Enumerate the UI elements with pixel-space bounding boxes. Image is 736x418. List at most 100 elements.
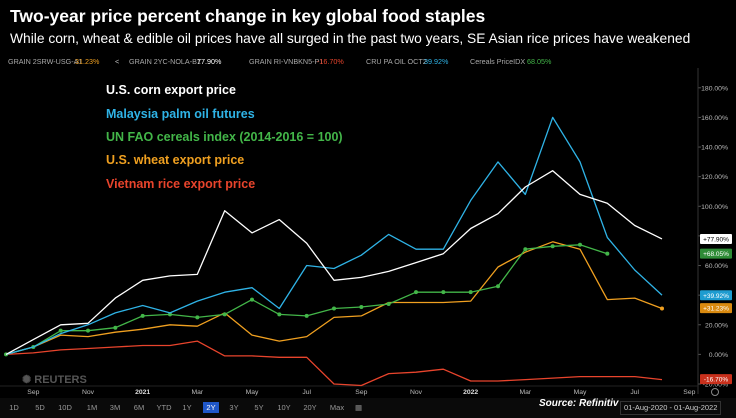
period-button-3y[interactable]: 3Y [229,403,239,412]
end-label-corn: +77.90% [703,237,729,244]
x-tick-label: Jul [302,389,311,396]
settings-icon[interactable] [711,388,719,396]
end-label-rice: -16.70% [704,377,728,384]
end-label-tag-wheat [700,303,732,314]
ticker-value: 68.05% [527,57,552,66]
period-button-10d[interactable]: 10D [58,403,72,412]
end-label-tag-rice [700,374,732,385]
ticker-label[interactable]: GRAIN 2SRW-USG-A1 [8,57,83,66]
x-tick-label: 2021 [135,389,150,396]
end-label-tag-cereals [700,248,732,259]
x-tick-label: Mar [519,389,531,396]
legend-corn: U.S. corn export price [106,83,236,97]
x-tick-label: 2022 [463,389,478,396]
data-point-cereals [168,312,172,317]
data-point-cereals [550,244,555,249]
period-nav: 1D 5D 10D 1M 3M 6M YTD 1Y 2Y 3Y 5Y 10Y 20Y Max ▦ 01-A… [0,398,736,418]
x-tick-label: Nov [82,389,95,396]
series-line-rice [5,340,663,387]
ticker-value: -16.70% [317,57,344,66]
legend-rice: Vietnam rice export price [106,177,255,191]
data-point-cereals [578,242,582,247]
data-point-cereals [113,325,118,330]
y-tick-label: 60.00% [705,263,728,270]
x-tick-label: Sep [27,389,39,396]
data-point-cereals [414,290,418,295]
calendar-icon[interactable]: ▦ [354,403,363,412]
data-point-cereals [332,306,336,311]
chart-lines [4,116,664,387]
data-point-cereals [58,328,63,333]
period-button-10y[interactable]: 10Y [277,403,291,412]
period-button-5y[interactable]: 5Y [254,403,264,412]
data-point-wheat [660,306,664,311]
end-label-cereals: +68.05% [703,251,729,258]
period-button-1d[interactable]: 1D [9,403,19,412]
x-tick-label: May [246,389,259,396]
period-button-5d[interactable]: 5D [35,403,45,412]
series-rice [5,340,663,387]
chart-subtitle: While corn, wheat & edible oil prices ha… [10,31,691,46]
data-point-cereals [523,247,528,252]
y-tick-label: 180.00% [701,85,728,92]
period-button-20y[interactable]: 20Y [303,403,317,412]
date-range[interactable]: 01-Aug-2020 - 01-Aug-2022 [620,401,722,415]
data-point-cereals [605,251,610,256]
y-tick-label: 160.00% [701,115,728,122]
x-tick-label: Mar [191,389,203,396]
y-tick-label: 140.00% [701,145,728,152]
ticker-label[interactable]: GRAIN RI-VNBKN5-P1 [249,57,324,66]
period-button-1y[interactable]: 1Y [182,403,192,412]
period-button-1m[interactable]: 1M [86,403,98,412]
ticker-label[interactable]: GRAIN 2YC-NOLA-B1 [129,57,201,66]
y-tick-label: 20.00% [705,322,728,329]
ticker-value: 77.90% [197,57,222,66]
end-label-tag-palm [700,290,732,301]
x-tick-label: May [574,389,587,396]
ticker-bar: GRAIN 2SRW-USG-A1 31.23% < GRAIN 2YC-NOL… [0,54,736,68]
y-axis: -20.00%0.00%20.00%40.00%60.00%80.00%100.… [697,68,728,394]
y-tick-label: 120.00% [701,174,728,181]
series-wheat [5,241,664,356]
reuters-logo-icon: ✺ [22,374,34,386]
x-axis: Sep Nov 2021 Mar May Jul Sep Nov 2022 Mar May Jul Se… [0,385,698,396]
x-tick-label: Sep [355,389,367,396]
series-line-wheat [5,241,663,356]
period-button-6m[interactable]: 6M [133,403,145,412]
period-button-max[interactable]: Max [329,403,345,412]
data-point-cereals [250,297,254,302]
data-point-cereals [222,312,227,317]
series-line-palm [5,116,663,356]
end-label-palm: +39.92% [703,293,729,300]
series-line-corn [5,170,663,355]
watermark-text: REUTERS [34,374,87,386]
data-point-cereals [359,304,364,309]
y-tick-label: 0.00% [709,352,728,359]
legend-wheat: U.S. wheat export price [106,153,244,167]
period-button-ytd[interactable]: YTD [156,403,172,412]
data-point-cereals [140,313,145,318]
ticker-label[interactable]: Cereals PriceIDX [470,57,526,66]
x-tick-label: Nov [410,389,423,396]
legend-palm: Malaysia palm oil futures [106,107,255,121]
data-point-cereals [496,284,500,289]
data-point-cereals [304,313,309,318]
data-point-cereals [195,315,200,320]
ticker-label[interactable]: CRU PA OIL OCT2 [366,57,427,66]
series-cereals [4,242,610,357]
end-labels: +77.90% +39.92% +68.05% +31.23% -16.70% [700,234,732,385]
legend-cereals: UN FAO cereals index (2014-2016 = 100) [106,130,343,144]
series-corn [5,170,663,355]
ticker-value: 31.23% [75,57,100,66]
data-point-cereals [386,302,391,307]
period-button-3m[interactable]: 3M [109,403,121,412]
end-label-tag-corn [700,234,732,245]
collapse-arrow-icon[interactable]: < [115,57,120,66]
period-button-2y[interactable]: 2Y [203,402,219,413]
x-tick-label: Sep [683,389,695,396]
data-point-cereals [277,312,282,317]
x-tick-label: Jul [630,389,639,396]
source-note: Source: Refinitiv [539,398,619,409]
series-palm [5,116,663,356]
